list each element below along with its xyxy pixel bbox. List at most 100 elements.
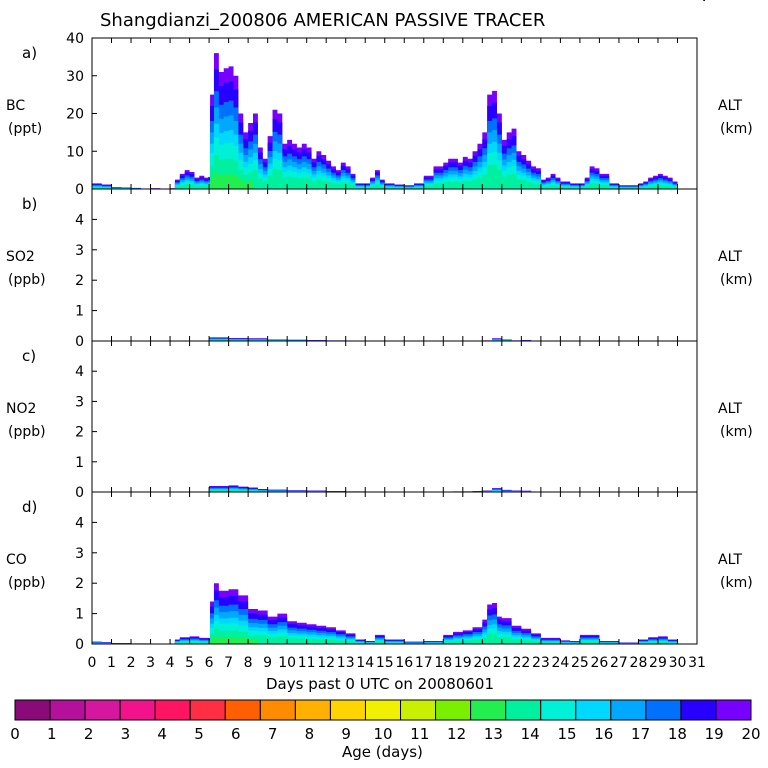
panel-no2-letter: c) xyxy=(22,347,37,365)
panel-no2-ytick-label: 1 xyxy=(75,455,84,471)
panel-bc-layer-0 xyxy=(92,53,678,189)
x-tick-label: 22 xyxy=(512,655,530,671)
colorbar-tick-label: 4 xyxy=(157,725,167,743)
colorbar-tick-label: 0 xyxy=(10,725,20,743)
x-tick-label: 11 xyxy=(298,655,316,671)
x-tick-label: 29 xyxy=(649,655,667,671)
colorbar-cell xyxy=(189,699,226,721)
panel-co-layer-0 xyxy=(92,583,678,644)
panel-bc-letter: a) xyxy=(22,44,38,62)
x-tick-label: 15 xyxy=(376,655,394,671)
colorbar-tick-label: 1 xyxy=(47,725,57,743)
panel-so2-frame xyxy=(91,188,698,342)
colorbar-tick-label: 10 xyxy=(373,725,392,743)
x-tick-label: 6 xyxy=(205,655,214,671)
colorbar-cell xyxy=(84,699,121,721)
panel-bc-unit: (ppt) xyxy=(8,120,43,137)
x-tick-label: 16 xyxy=(395,655,413,671)
x-tick-label: 2 xyxy=(127,655,136,671)
x-tick-label: 24 xyxy=(551,655,569,671)
panel-no2-unit: (ppb) xyxy=(8,423,46,440)
colorbar-tick-label: 9 xyxy=(341,725,351,743)
colorbar-cell xyxy=(715,699,752,721)
panel-co-ytick-label: 1 xyxy=(75,607,84,623)
colorbar-cell xyxy=(364,699,402,721)
colorbar-tick-label: 8 xyxy=(305,725,315,743)
panel-so2-right-label: ALT xyxy=(718,249,743,266)
x-tick-label: 26 xyxy=(591,655,609,671)
panel-so2-unit: (ppb) xyxy=(8,272,46,289)
colorbar-cell xyxy=(154,699,191,721)
panel-no2-ytick-label: 0 xyxy=(75,485,84,501)
x-tick-label: 9 xyxy=(263,655,272,671)
x-tick-label: 18 xyxy=(434,655,452,671)
panel-co-letter: d) xyxy=(22,498,38,516)
colorbar-tick-label: 19 xyxy=(705,725,724,743)
colorbar-tick-label: 20 xyxy=(741,725,760,743)
x-tick-label: 20 xyxy=(473,655,491,671)
colorbar-tick-label: 14 xyxy=(521,725,540,743)
x-axis-label: Days past 0 UTC on 20080601 xyxy=(266,675,494,693)
panel-bc-ytick-label: 20 xyxy=(66,107,84,123)
colorbar-tick-label: 3 xyxy=(121,725,131,743)
panel-co-unit: (ppb) xyxy=(8,575,46,592)
colorbar-cell xyxy=(680,699,717,721)
x-tick-label: 13 xyxy=(337,655,355,671)
colorbar-tick-label: 15 xyxy=(557,725,576,743)
colorbar-cell xyxy=(224,699,261,721)
x-tick-label: 8 xyxy=(244,655,253,671)
colorbar-cell xyxy=(119,699,156,721)
colorbar-cell xyxy=(259,699,296,721)
panel-co-right-label: ALT xyxy=(718,552,743,569)
colorbar-tick-label: 18 xyxy=(668,725,687,743)
panel-so2-ytick-label: 2 xyxy=(75,273,84,289)
panel-bc-ytick-label: 0 xyxy=(75,182,84,198)
panel-no2-species: NO2 xyxy=(6,400,37,417)
x-tick-label: 4 xyxy=(166,655,175,671)
panel-bc-right-unit: (km) xyxy=(720,120,753,137)
colorbar-cell xyxy=(329,699,366,721)
panel-so2-ytick-label: 1 xyxy=(75,304,84,320)
x-tick-label: 19 xyxy=(454,655,472,671)
colorbar-label: Age (days) xyxy=(342,743,423,761)
panel-so2-right-unit: (km) xyxy=(720,272,753,289)
colorbar-cell xyxy=(49,699,86,721)
x-tick-label: 12 xyxy=(317,655,335,671)
colorbar-cell xyxy=(400,699,437,721)
x-tick-label: 0 xyxy=(88,655,97,671)
colorbar-tick-label: 6 xyxy=(231,725,241,743)
x-tick-label: 7 xyxy=(224,655,233,671)
panel-no2-right-label: ALT xyxy=(718,400,743,417)
corner-mark: V xyxy=(700,0,708,4)
colorbar-cell xyxy=(435,699,472,721)
colorbar-tick-label: 16 xyxy=(594,725,613,743)
colorbar-tick-label: 13 xyxy=(484,725,503,743)
panel-so2-ytick-label: 0 xyxy=(75,334,84,350)
colorbar-tick-label: 17 xyxy=(631,725,650,743)
panel-co-species: CO xyxy=(6,552,27,569)
x-tick-label: 25 xyxy=(571,655,589,671)
colorbar-cell xyxy=(14,699,51,721)
x-tick-label: 14 xyxy=(356,655,374,671)
chart-title: Shangdianzi_200806 AMERICAN PASSIVE TRAC… xyxy=(100,10,546,31)
x-tick-label: 3 xyxy=(146,655,155,671)
panel-so2-ytick-label: 3 xyxy=(75,243,84,259)
colorbar-cell xyxy=(294,699,331,721)
x-tick-label: 28 xyxy=(630,655,648,671)
panel-so2-letter: b) xyxy=(22,195,38,213)
colorbar-tick-label: 11 xyxy=(410,725,429,743)
x-tick-label: 21 xyxy=(493,655,511,671)
colorbar-cell xyxy=(645,699,682,721)
colorbar-tick-label: 2 xyxy=(84,725,94,743)
colorbar-tick-label: 5 xyxy=(194,725,204,743)
colorbar-tick-label: 7 xyxy=(268,725,278,743)
x-tick-label: 27 xyxy=(610,655,628,671)
panel-no2-ytick-label: 2 xyxy=(75,425,84,441)
panel-bc-ytick-label: 40 xyxy=(66,31,84,47)
colorbar-cell xyxy=(540,699,577,721)
panel-co-ytick-label: 4 xyxy=(75,515,84,531)
x-tick-label: 1 xyxy=(107,655,116,671)
panel-no2-ytick-label: 3 xyxy=(75,394,84,410)
panel-bc-ytick-label: 10 xyxy=(66,144,84,160)
